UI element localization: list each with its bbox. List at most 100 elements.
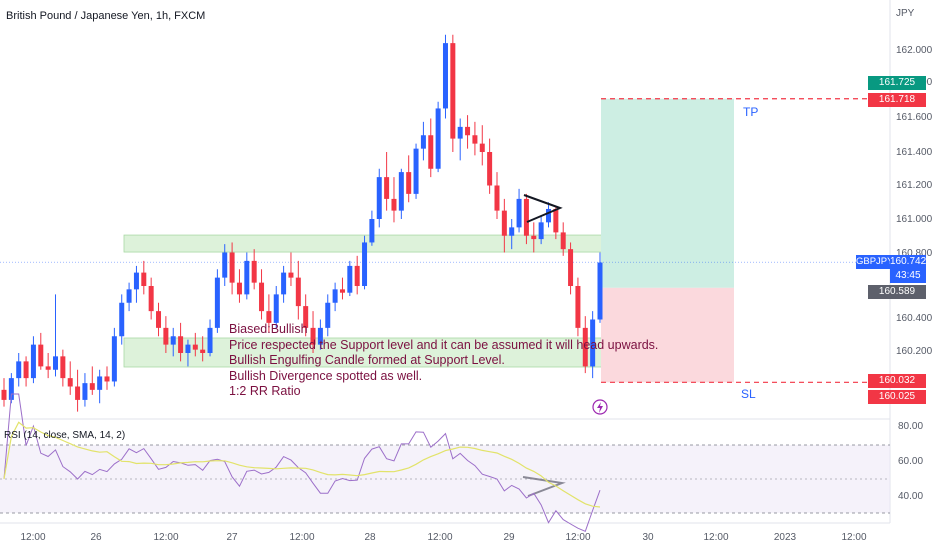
- candle-body: [111, 336, 117, 382]
- candle-body: [156, 311, 162, 328]
- candle-body: [8, 378, 14, 400]
- candle-body: [288, 272, 294, 278]
- candle-body: [170, 336, 176, 345]
- analysis-note: Biased:Bullish Price respected the Suppo…: [229, 322, 658, 400]
- candle-body: [133, 272, 139, 290]
- candle-body: [487, 152, 493, 186]
- price-axis-label: 160.800: [896, 248, 932, 259]
- time-axis-label: 2023: [773, 532, 797, 543]
- candle-body: [38, 344, 44, 367]
- candle-body: [104, 376, 110, 382]
- candle-body: [332, 289, 338, 303]
- candle-body: [207, 327, 213, 353]
- candle-body: [82, 383, 88, 400]
- candle-body: [178, 336, 184, 353]
- rsi-axis-label: 80.00: [898, 421, 924, 432]
- time-axis-label: 12:00: [841, 532, 867, 543]
- sl-price-tag: 160.032: [868, 374, 926, 388]
- candle-body: [413, 148, 419, 194]
- candle-body: [538, 222, 544, 240]
- candle-body: [582, 327, 588, 367]
- note-line: Price respected the Support level and it…: [229, 337, 659, 352]
- candle-body: [560, 232, 566, 250]
- candle-body: [384, 177, 390, 199]
- candle-body: [442, 43, 448, 109]
- candle-body: [435, 108, 441, 169]
- last-price-tag: 160.742: [890, 255, 927, 269]
- time-axis-label: 26: [90, 532, 102, 543]
- candle-body: [553, 208, 559, 233]
- lightning-glyph: [597, 402, 603, 413]
- candle-body: [317, 327, 323, 345]
- time-axis-label: 27: [226, 532, 238, 543]
- note-line: Bullish Divergence spotted as well.: [229, 368, 423, 383]
- note-line: Biased:Bullish: [229, 322, 308, 336]
- candle-body: [214, 277, 220, 328]
- rsi-indicator-label[interactable]: RSI (14, close, SMA, 14, 2): [4, 430, 126, 441]
- candle-body: [479, 143, 485, 152]
- candle-body: [494, 185, 500, 211]
- candle-body: [222, 252, 228, 278]
- price-axis-label: 161.000: [896, 214, 932, 225]
- candle-body: [251, 260, 257, 283]
- divergence-arrow: [523, 194, 563, 223]
- countdown-tag: 43:45: [890, 269, 926, 283]
- candle-body: [406, 172, 412, 194]
- time-axis-label: 29: [503, 532, 515, 543]
- time-axis-label: 12:00: [289, 532, 315, 543]
- candle-body: [575, 286, 581, 328]
- symbol-tag: GBPJPY: [856, 255, 894, 269]
- rsi-line: [3, 393, 601, 532]
- candle-body: [347, 265, 353, 293]
- candle-body: [273, 294, 279, 323]
- candle-body: [310, 327, 316, 345]
- candle-body: [450, 43, 456, 139]
- candle-body: [259, 282, 265, 312]
- candle-body: [369, 219, 375, 243]
- rsi-sma-line: [3, 421, 601, 508]
- candle-body: [126, 289, 132, 303]
- candle-body: [354, 265, 360, 286]
- candle-body: [457, 126, 463, 139]
- note-line: Bullish Engulfing Candle formed at Suppo…: [229, 353, 505, 367]
- candle-body: [119, 302, 125, 337]
- rsi-axis-label: 60.00: [898, 456, 924, 467]
- candle-body: [236, 282, 242, 295]
- candle-body: [266, 311, 272, 323]
- price-axis-label: 160.400: [896, 313, 932, 324]
- take-profit-zone: [601, 98, 734, 288]
- candle-body: [590, 319, 596, 367]
- price-axis-label: 162.000: [896, 45, 932, 56]
- tp-label: TP: [743, 105, 759, 119]
- stop-loss-zone: [601, 287, 734, 383]
- candle-body: [523, 198, 529, 236]
- candle-body: [53, 356, 59, 370]
- candle-body: [200, 349, 206, 353]
- candle-body: [23, 361, 29, 379]
- candle-body: [192, 344, 198, 350]
- rsi-axis-label: 40.00: [898, 491, 924, 502]
- tp-price-tag: 161.725: [868, 76, 926, 90]
- candle-body: [428, 135, 434, 169]
- candle-body: [531, 235, 537, 240]
- candle-body: [339, 289, 345, 293]
- candle-body: [391, 198, 397, 211]
- candle-body: [16, 361, 22, 379]
- tp-line-tag: 161.718: [868, 93, 926, 107]
- candle-body: [97, 376, 103, 390]
- candle-body: [141, 272, 147, 286]
- time-axis-label: 30: [642, 532, 654, 543]
- candle-body: [568, 249, 574, 286]
- time-axis-label: 12:00: [427, 532, 453, 543]
- note-line: 1:2 RR Ratio: [229, 384, 301, 398]
- candle-body: [244, 260, 250, 295]
- candle-body: [75, 386, 81, 400]
- sl-label: SL: [741, 387, 756, 401]
- candle-body: [89, 383, 95, 390]
- candle-body: [60, 356, 66, 379]
- time-axis-label: 12:00: [153, 532, 179, 543]
- candle-body: [67, 378, 73, 387]
- currency-label: JPY: [896, 8, 915, 19]
- candle-body: [1, 389, 7, 400]
